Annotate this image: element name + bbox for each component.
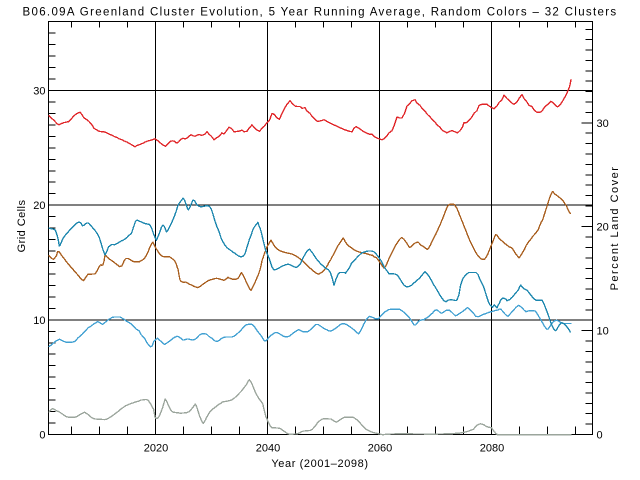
svg-text:2040: 2040 — [256, 443, 280, 455]
svg-text:2060: 2060 — [368, 443, 392, 455]
svg-text:2080: 2080 — [480, 443, 504, 455]
svg-text:10: 10 — [33, 315, 45, 327]
svg-text:Year (2001–2098): Year (2001–2098) — [271, 458, 368, 470]
svg-text:30: 30 — [33, 86, 45, 98]
svg-text:0: 0 — [39, 430, 45, 442]
svg-text:30: 30 — [597, 118, 609, 130]
svg-text:10: 10 — [597, 326, 609, 338]
svg-text:2020: 2020 — [144, 443, 168, 455]
svg-text:20: 20 — [33, 200, 45, 212]
svg-text:B06.09A Greenland Cluster Evol: B06.09A Greenland Cluster Evolution, 5 Y… — [22, 7, 617, 19]
svg-text:Percent Land Cover: Percent Land Cover — [609, 166, 621, 291]
svg-text:20: 20 — [597, 222, 609, 234]
svg-text:0: 0 — [597, 430, 603, 442]
svg-text:Grid Cells: Grid Cells — [16, 200, 28, 253]
